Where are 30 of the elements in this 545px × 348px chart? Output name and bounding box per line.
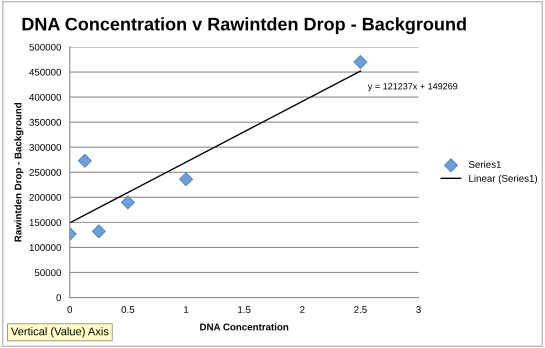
y-tick-label: 150000 xyxy=(30,219,62,226)
x-tick-label: 0 xyxy=(67,306,72,314)
point xyxy=(78,154,92,168)
y-tick-label: 50000 xyxy=(34,269,62,276)
x-tick-label: 0.5 xyxy=(122,306,134,314)
x-tick-label: 2 xyxy=(300,306,305,313)
x-axis-title: DNA Concentration xyxy=(200,323,288,330)
y-tick-label: 250000 xyxy=(29,168,62,176)
y-tick-label: 450000 xyxy=(29,68,62,76)
y-tick-label: 400000 xyxy=(29,94,62,101)
point xyxy=(120,195,135,210)
y-tick-label: 350000 xyxy=(29,118,62,126)
point xyxy=(353,55,368,70)
y-tick-label: 200000 xyxy=(29,194,62,201)
y-tick-label: 0 xyxy=(56,294,62,302)
chart-title: DNA Concentration v Rawintden Drop - Background xyxy=(22,17,466,34)
y-axis-title: Rawintden Drop - Background xyxy=(14,102,24,242)
x-tick-label: 2.5 xyxy=(354,306,367,314)
x-tick-label: 1.5 xyxy=(238,306,251,314)
x-tick-label: 3 xyxy=(416,306,421,314)
point xyxy=(92,224,106,238)
annotation: y = 121237x + 149269 xyxy=(368,83,458,92)
y-tick-label: 100000 xyxy=(30,244,62,252)
point xyxy=(179,172,194,186)
legend-label: Series1 xyxy=(468,160,501,168)
text: Vertical (Value) Axis xyxy=(10,327,108,338)
y-tick-label: 300000 xyxy=(29,144,62,151)
x-tick-label: 1 xyxy=(184,306,188,313)
y-tick-label: 500000 xyxy=(29,44,62,51)
legend-label: Linear (Series1) xyxy=(469,174,538,184)
